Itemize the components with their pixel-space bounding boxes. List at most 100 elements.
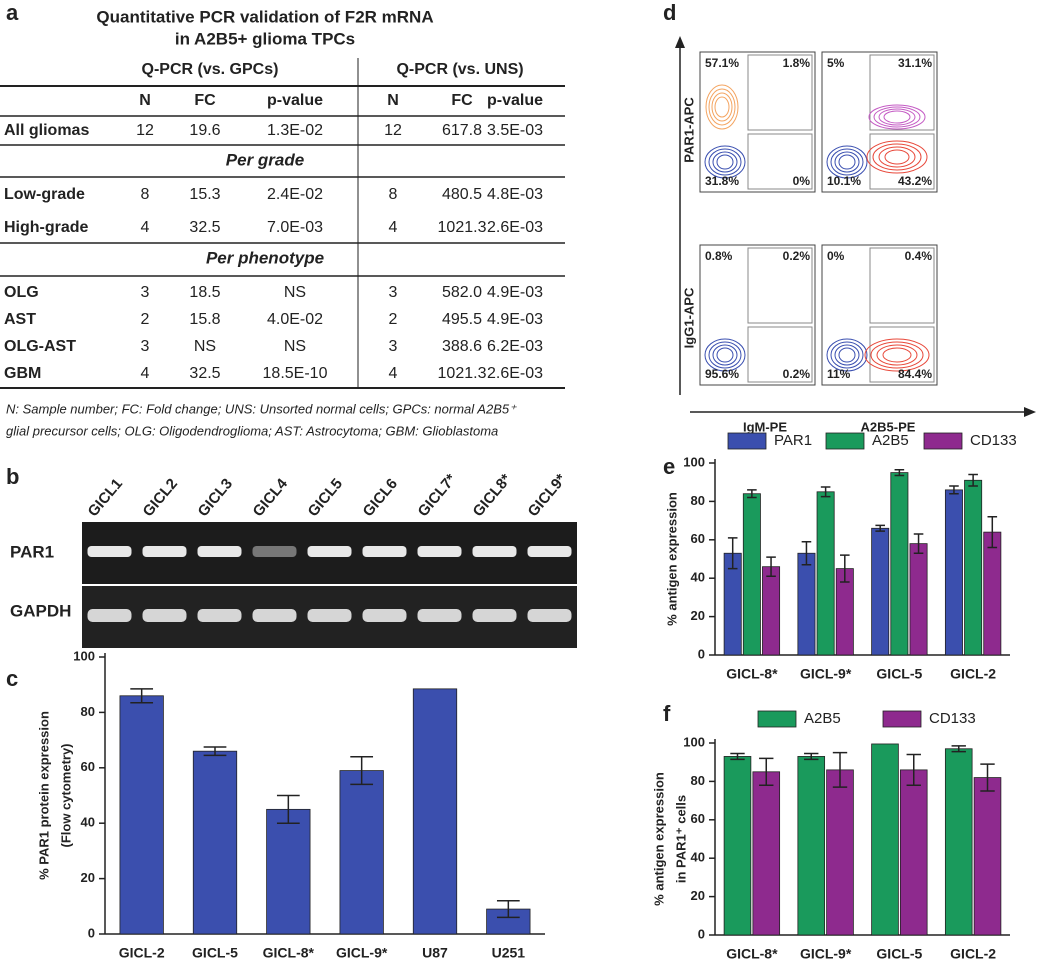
cell: 1.3E-02	[267, 122, 323, 139]
contour	[716, 347, 734, 363]
column-header: N	[139, 92, 151, 109]
error-bar	[951, 745, 966, 753]
cell: 1021.3	[438, 219, 487, 236]
bar	[944, 489, 963, 656]
flow-col-label: IgM-PE	[743, 419, 787, 434]
y-tick-label: 20	[691, 608, 705, 623]
gel-band	[142, 609, 187, 622]
contour	[830, 148, 864, 176]
x-tick-label: U87	[422, 945, 448, 961]
legend-swatch	[923, 432, 963, 450]
cell: 2	[141, 311, 150, 328]
cell: 2.4E-02	[267, 186, 323, 203]
bar	[412, 688, 458, 935]
error-bar	[130, 688, 154, 704]
group-header: Q-PCR (vs. GPCs)	[142, 61, 279, 78]
error-bar	[727, 537, 738, 570]
cell: 2	[389, 311, 398, 328]
contour	[708, 88, 736, 126]
error-bar	[759, 757, 774, 786]
cell: 3	[141, 284, 150, 301]
gel-band	[252, 546, 297, 557]
gel-band	[87, 546, 132, 557]
cell: 582.0	[442, 284, 482, 301]
quadrant-percent: 0%	[793, 174, 811, 188]
contour	[704, 145, 746, 179]
y-axis-label: % antigen expression	[651, 772, 666, 906]
cell: 4	[141, 365, 150, 382]
flow-plot	[821, 244, 938, 386]
contour	[838, 154, 856, 170]
y-tick-label: 60	[81, 759, 95, 774]
cell: 12	[136, 122, 154, 139]
lane-label: GICL8*	[470, 471, 515, 520]
contour	[714, 96, 730, 118]
contour	[834, 151, 860, 173]
cell: 3.5E-03	[487, 122, 543, 139]
error-bar	[801, 540, 812, 566]
lane-label: GICL1	[85, 475, 126, 520]
footnote: N: Sample number; FC: Fold change; UNS: …	[6, 401, 517, 416]
bar	[964, 479, 983, 656]
cell: 4.8E-03	[487, 186, 543, 203]
contour	[868, 104, 926, 130]
x-tick-label: U251	[492, 945, 526, 961]
cell: 7.0E-03	[267, 219, 323, 236]
quadrant-percent: 31.1%	[898, 56, 932, 70]
row-label: Low-grade	[4, 186, 85, 203]
x-tick-label: GICL-5	[876, 946, 922, 962]
gel-band	[472, 546, 517, 557]
quadrant-percent: 0.4%	[905, 249, 933, 263]
column-header: FC	[194, 92, 216, 109]
contour	[872, 143, 922, 171]
cell: 3	[389, 284, 398, 301]
contour	[834, 344, 860, 366]
cell: NS	[194, 338, 216, 355]
cell: 2.6E-03	[487, 365, 543, 382]
legend-swatch	[727, 432, 767, 450]
quadrant-percent: 5%	[827, 56, 845, 70]
cell: 1021.3	[438, 365, 487, 382]
gate	[869, 54, 935, 131]
quadrant-percent: 31.8%	[705, 174, 739, 188]
cell: 495.5	[442, 311, 482, 328]
cell: 32.5	[189, 219, 220, 236]
y-tick-label: 40	[691, 570, 705, 585]
bar	[816, 491, 835, 656]
error-bar	[832, 751, 848, 788]
x-tick-label: GICL-8*	[263, 945, 315, 961]
cell: NS	[284, 284, 306, 301]
gel-band	[307, 609, 352, 622]
bar	[871, 743, 899, 936]
bar	[192, 750, 238, 935]
quadrant-percent: 10.1%	[827, 174, 861, 188]
contour	[830, 341, 864, 369]
column-header: p-value	[267, 92, 323, 109]
cell: 3	[141, 338, 150, 355]
panel-label: f	[663, 701, 671, 726]
cell: 19.6	[189, 122, 220, 139]
error-bar	[906, 753, 921, 786]
row-label: OLG	[4, 284, 39, 301]
bar	[752, 771, 781, 936]
contour	[873, 106, 921, 128]
quadrant-percent: 84.4%	[898, 367, 932, 381]
contour	[712, 151, 738, 173]
x-tick-label: GICL-9*	[800, 946, 852, 962]
lane-label: GICL6	[360, 475, 401, 520]
gel-row-label: GAPDH	[10, 601, 71, 620]
contour	[883, 110, 911, 124]
contour	[882, 347, 912, 363]
cell: 18.5E-10	[263, 365, 328, 382]
cell: 4.0E-02	[267, 311, 323, 328]
gel-band	[472, 609, 517, 622]
quadrant-percent: 43.2%	[898, 174, 932, 188]
flow-plot	[699, 244, 816, 386]
gel-band	[197, 609, 242, 622]
quadrant-percent: 1.8%	[783, 56, 811, 70]
cell: 32.5	[189, 365, 220, 382]
bar	[983, 531, 1002, 656]
bar	[266, 808, 311, 935]
cell: 18.5	[189, 284, 220, 301]
panel-label: e	[663, 454, 675, 479]
